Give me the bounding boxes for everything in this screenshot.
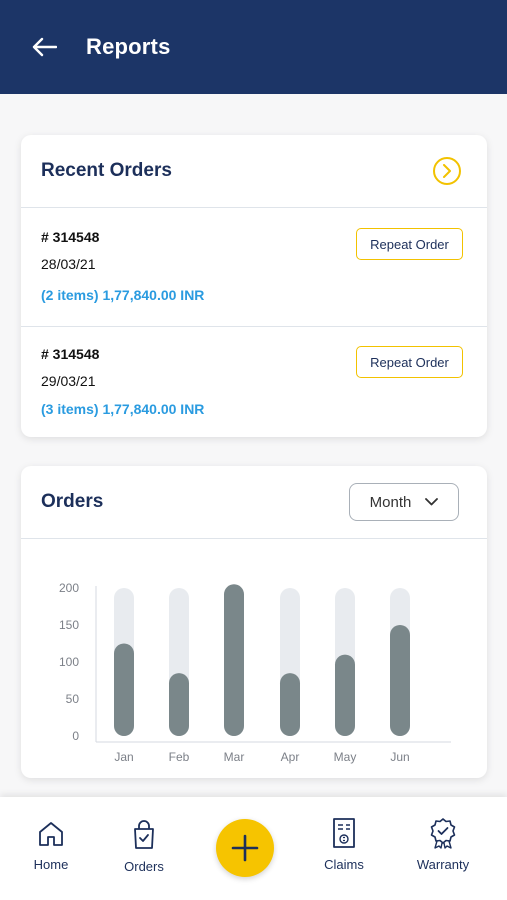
repeat-order-button[interactable]: Repeat Order bbox=[356, 228, 463, 260]
orders-chart-card: Orders Month 0 50 100 150 200 Jan Feb Mar Apr May… bbox=[21, 466, 487, 778]
bar-feb bbox=[169, 673, 189, 736]
y-tick-label: 0 bbox=[72, 729, 79, 743]
recent-orders-header: Recent Orders bbox=[21, 135, 487, 208]
chevron-down-icon bbox=[425, 498, 439, 506]
order-amount: (3 items) 1,77,840.00 INR bbox=[41, 401, 205, 417]
x-tick-label: May bbox=[334, 750, 357, 764]
orders-bar-chart: 0 50 100 150 200 Jan Feb Mar Apr May Jun bbox=[59, 581, 451, 764]
y-tick-label: 150 bbox=[59, 618, 79, 632]
claim-document-icon bbox=[333, 818, 355, 848]
x-tick-label: Apr bbox=[281, 750, 300, 764]
nav-orders[interactable]: Orders bbox=[117, 819, 171, 874]
shopping-bag-icon bbox=[134, 820, 154, 849]
x-tick-label: Feb bbox=[169, 750, 190, 764]
recent-orders-card: Recent Orders # 314548 28/03/21 (2 items… bbox=[21, 135, 487, 437]
period-select[interactable]: Month bbox=[349, 483, 459, 521]
repeat-order-button[interactable]: Repeat Order bbox=[356, 346, 463, 378]
nav-home-label: Home bbox=[33, 857, 69, 872]
order-date: 28/03/21 bbox=[41, 256, 96, 272]
orders-chart-title: Orders bbox=[41, 491, 104, 512]
period-select-value: Month bbox=[369, 493, 412, 511]
plus-icon bbox=[231, 834, 259, 862]
x-tick-label: Jan bbox=[114, 750, 133, 764]
warranty-badge-icon bbox=[430, 818, 456, 849]
order-date: 29/03/21 bbox=[41, 373, 96, 389]
y-tick-label: 200 bbox=[59, 581, 79, 595]
x-tick-label: Mar bbox=[224, 750, 245, 764]
chevron-right-icon bbox=[443, 164, 451, 178]
order-id: # 314548 bbox=[41, 229, 100, 245]
nav-claims-label: Claims bbox=[324, 857, 364, 872]
bar-jun bbox=[390, 625, 410, 736]
page-title: Reports bbox=[86, 34, 171, 59]
bar-mar bbox=[224, 584, 244, 736]
nav-warranty-label: Warranty bbox=[416, 857, 470, 872]
bar-apr bbox=[280, 673, 300, 736]
order-amount: (2 items) 1,77,840.00 INR bbox=[41, 287, 205, 303]
orders-chart-header: Orders Month bbox=[21, 466, 487, 539]
y-tick-label: 100 bbox=[59, 655, 79, 669]
add-button[interactable] bbox=[216, 819, 274, 877]
bottom-navigation: Home Orders Claims Warranty bbox=[0, 797, 507, 900]
arrow-left-icon bbox=[32, 37, 57, 57]
nav-warranty[interactable]: Warranty bbox=[411, 817, 475, 872]
home-icon bbox=[39, 822, 63, 846]
view-all-orders-button[interactable] bbox=[433, 157, 461, 185]
bar-may bbox=[335, 654, 355, 736]
back-button[interactable] bbox=[28, 31, 60, 63]
app-header: Reports bbox=[0, 0, 507, 94]
order-id: # 314548 bbox=[41, 346, 100, 362]
nav-orders-label: Orders bbox=[124, 859, 164, 874]
nav-claims[interactable]: Claims bbox=[316, 817, 372, 872]
x-tick-label: Jun bbox=[390, 750, 409, 764]
nav-home[interactable]: Home bbox=[24, 819, 78, 872]
y-tick-label: 50 bbox=[66, 692, 80, 706]
order-row: # 314548 28/03/21 (2 items) 1,77,840.00 … bbox=[21, 208, 487, 327]
order-row: # 314548 29/03/21 (3 items) 1,77,840.00 … bbox=[21, 327, 487, 436]
recent-orders-title: Recent Orders bbox=[41, 160, 172, 181]
bar-jan bbox=[114, 643, 134, 736]
